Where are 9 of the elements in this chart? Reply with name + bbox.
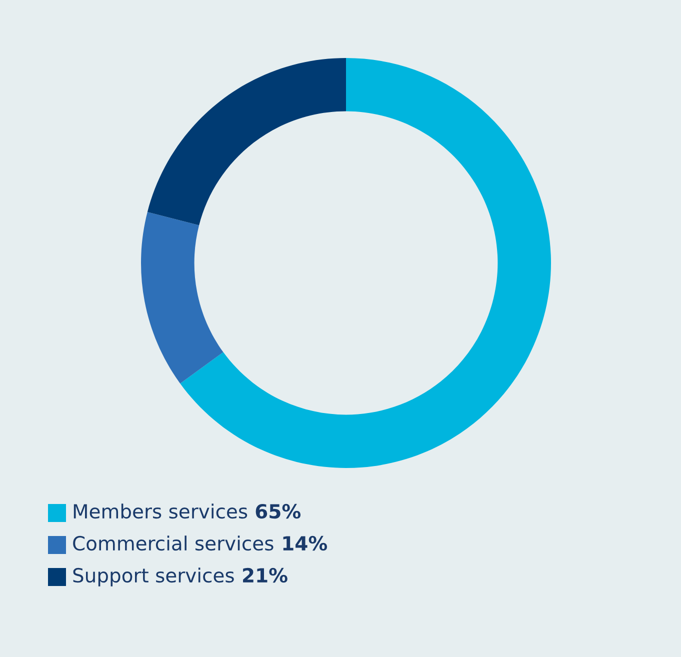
legend-label: Commercial services [73,536,274,551]
legend-label: Members services [74,504,248,519]
donut-slice [147,58,346,226]
data-label: 65% [256,504,301,519]
legend-label: Support services [73,568,234,586]
donut-slice [141,212,224,384]
donut-slice [180,58,551,468]
data-label: 21% [243,568,288,583]
data-label: 14% [283,536,328,551]
